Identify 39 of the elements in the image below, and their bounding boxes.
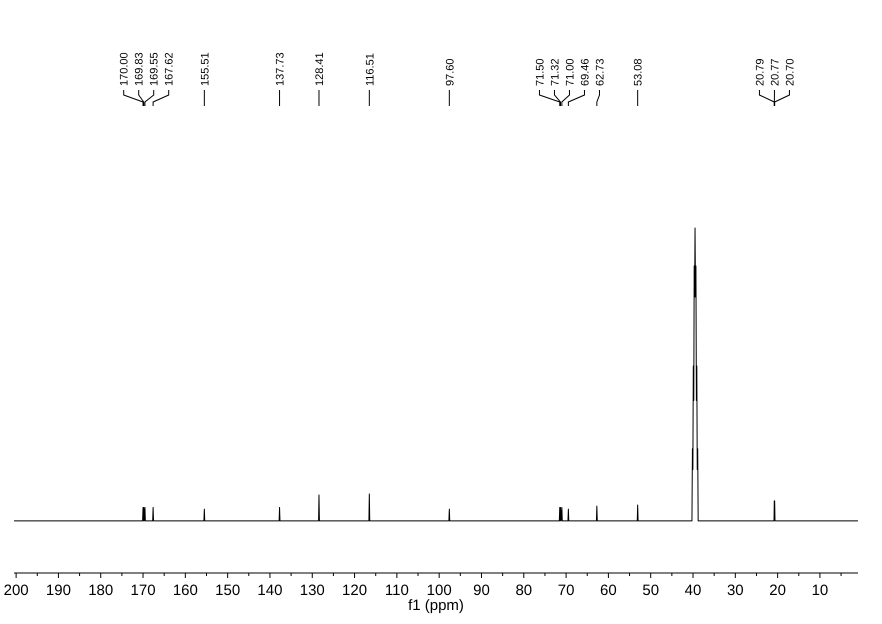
- x-tick-label: 120: [342, 582, 368, 599]
- x-tick-label: 100: [426, 582, 452, 599]
- x-tick-label: 90: [473, 582, 490, 599]
- annotation: 116.51: [364, 53, 376, 86]
- x-tick-label: 180: [88, 582, 114, 599]
- annotation: 97.60: [444, 58, 456, 86]
- x-tick-label: 190: [46, 582, 71, 599]
- x-tick-label: 150: [215, 582, 240, 599]
- x-tick-label: 10: [812, 582, 828, 599]
- x-tick-label: 200: [4, 582, 29, 599]
- x-tick-label: 30: [726, 582, 744, 599]
- annotation: 71.32: [549, 58, 562, 86]
- x-tick-label: 50: [642, 582, 660, 599]
- annotation: 128.41: [314, 52, 326, 86]
- annotation: 20.70: [784, 58, 796, 86]
- x-tick-label: 60: [600, 582, 617, 599]
- x-tick-label: 40: [684, 582, 702, 599]
- x-tick-label: 110: [384, 582, 409, 599]
- annotation: 71.50: [534, 58, 546, 86]
- annotation: 169.83: [134, 52, 146, 86]
- x-tick-label: 160: [172, 582, 198, 599]
- x-axis-title: f1 (ppm): [408, 597, 464, 614]
- annotation: 170.00: [118, 52, 131, 86]
- x-tick-label: 70: [558, 582, 574, 599]
- annotation: 167.62: [164, 52, 176, 86]
- x-tick-label: 20: [769, 582, 786, 599]
- x-tick-label: 140: [257, 582, 282, 599]
- annotation: 62.73: [594, 58, 606, 86]
- x-tick-label: 130: [300, 582, 325, 599]
- annotation: 169.55: [148, 52, 161, 86]
- x-tick-label: 170: [130, 582, 156, 599]
- annotation: 137.73: [274, 52, 287, 86]
- annotation: 155.51: [199, 52, 212, 86]
- annotation: 69.46: [579, 58, 592, 86]
- x-tick-label: 80: [515, 582, 532, 599]
- annotation: 20.79: [754, 58, 766, 86]
- annotation: 53.08: [632, 58, 645, 86]
- annotation: 71.00: [564, 58, 576, 86]
- annotation: 20.77: [769, 58, 782, 86]
